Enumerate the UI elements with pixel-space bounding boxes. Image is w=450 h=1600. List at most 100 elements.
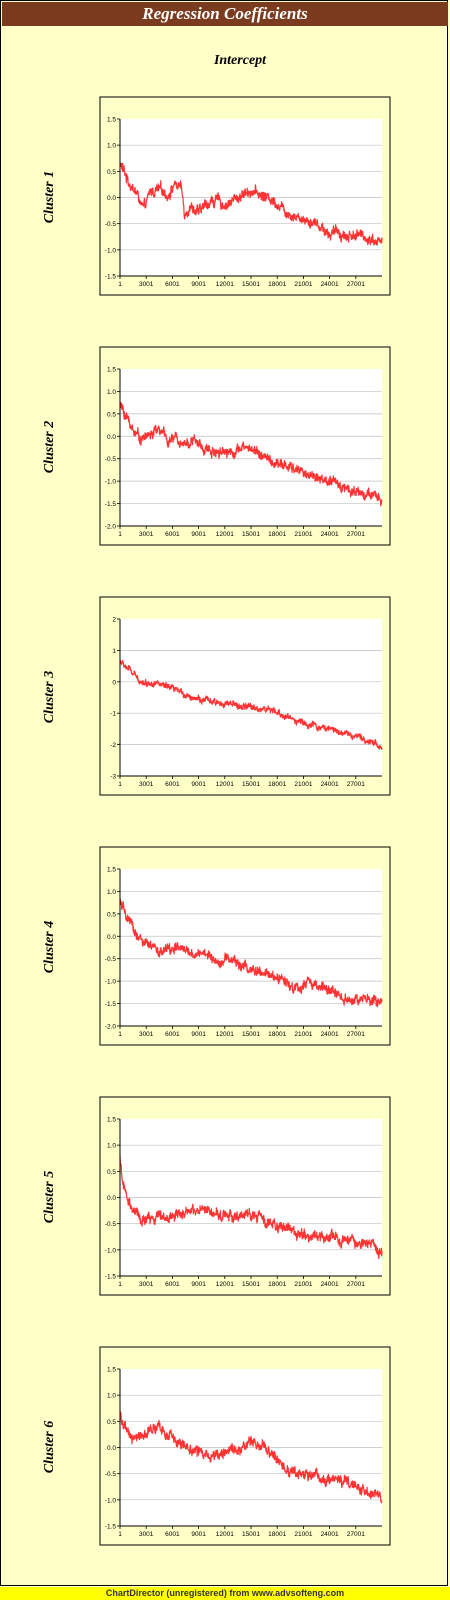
y-tick-label: -3 (110, 774, 116, 781)
x-tick-label: 6001 (165, 531, 180, 538)
y-tick-label: -0.5 (105, 1471, 117, 1478)
y-tick-label: -0.5 (105, 221, 117, 228)
x-tick-label: 15001 (242, 281, 260, 288)
x-tick-label: 1 (118, 1281, 122, 1288)
chart-panel: 1.5 1.0 0.5 0.0 -0.5 -1.0 -1.5 -2.01 3001 6001 900… (100, 847, 390, 1045)
x-tick-label: 3001 (139, 1531, 154, 1538)
chart-panel: 1.5 1.0 0.5 0.0 -0.5 -1.0 -1.5 -2.01 3001 6001 900… (100, 347, 390, 545)
plot-area (120, 619, 382, 776)
y-tick-label: 1.5 (107, 1117, 116, 1124)
y-tick-label: 2 (112, 617, 116, 624)
x-tick-label: 1 (118, 281, 122, 288)
y-tick-label: -1 (110, 711, 116, 718)
x-tick-label: 18001 (268, 781, 286, 788)
x-tick-label: 15001 (242, 1281, 260, 1288)
chart-panel: 1.5 1.0 0.5 0.0 -0.5 -1.0 -1.51 3001 6001 9001 120… (100, 97, 390, 295)
y-tick-label: 1.0 (107, 1143, 116, 1150)
y-tick-label: -1.0 (105, 1247, 117, 1254)
footer-bar: ChartDirector (unregistered) from www.ad… (0, 1587, 450, 1600)
y-tick-label: 0.5 (107, 169, 116, 176)
y-tick-label: 0.0 (107, 434, 116, 441)
x-tick-label: 27001 (347, 531, 365, 538)
x-tick-label: 15001 (242, 781, 260, 788)
y-tick-label: -1.5 (105, 501, 117, 508)
x-tick-label: 24001 (321, 531, 339, 538)
y-tick-label: -1.0 (105, 979, 117, 986)
y-tick-label: 0.0 (107, 1445, 116, 1452)
x-tick-label: 3001 (139, 531, 154, 538)
x-tick-label: 9001 (191, 1031, 206, 1038)
y-tick-label: -0.5 (105, 456, 117, 463)
x-tick-label: 12001 (216, 781, 234, 788)
x-tick-label: 18001 (268, 1281, 286, 1288)
x-tick-label: 12001 (216, 1031, 234, 1038)
x-tick-label: 21001 (294, 1531, 312, 1538)
x-tick-label: 1 (118, 781, 122, 788)
x-tick-label: 27001 (347, 1531, 365, 1538)
x-tick-label: 18001 (268, 281, 286, 288)
y-tick-label: 0.5 (107, 1169, 116, 1176)
y-tick-label: -1.5 (105, 1274, 117, 1281)
y-tick-label: 1.5 (107, 867, 116, 874)
x-tick-label: 24001 (321, 1531, 339, 1538)
y-tick-label: 0.5 (107, 411, 116, 418)
x-tick-label: 15001 (242, 531, 260, 538)
y-tick-label: 1.0 (107, 143, 116, 150)
x-tick-label: 6001 (165, 781, 180, 788)
x-tick-label: 12001 (216, 281, 234, 288)
y-tick-label: 0.0 (107, 934, 116, 941)
x-tick-label: 24001 (321, 281, 339, 288)
x-tick-label: 21001 (294, 781, 312, 788)
x-tick-label: 15001 (242, 1031, 260, 1038)
x-tick-label: 6001 (165, 281, 180, 288)
x-tick-label: 18001 (268, 531, 286, 538)
x-tick-label: 9001 (191, 1531, 206, 1538)
y-tick-label: 0.0 (107, 195, 116, 202)
y-tick-label: 1.0 (107, 1393, 116, 1400)
y-tick-label: -1.5 (105, 1524, 117, 1531)
x-tick-label: 9001 (191, 781, 206, 788)
x-tick-label: 12001 (216, 531, 234, 538)
y-tick-label: 1.0 (107, 389, 116, 396)
y-tick-label: -0.5 (105, 956, 117, 963)
x-tick-label: 24001 (321, 1281, 339, 1288)
x-tick-label: 24001 (321, 781, 339, 788)
y-tick-label: 1.0 (107, 889, 116, 896)
x-tick-label: 1 (118, 1031, 122, 1038)
y-tick-label: 1 (112, 648, 116, 655)
y-tick-label: 1.5 (107, 117, 116, 124)
x-tick-label: 3001 (139, 281, 154, 288)
plot-area (120, 869, 382, 1026)
x-tick-label: 3001 (139, 1031, 154, 1038)
y-tick-label: -1.0 (105, 1497, 117, 1504)
x-tick-label: 6001 (165, 1281, 180, 1288)
x-tick-label: 21001 (294, 1281, 312, 1288)
y-tick-label: -2.0 (105, 524, 117, 531)
chart-panel: 210-1-2-31 3001 6001 9001 12001 15001 18001 210… (100, 597, 390, 795)
y-tick-label: 0.5 (107, 911, 116, 918)
x-tick-label: 15001 (242, 1531, 260, 1538)
x-tick-label: 21001 (294, 281, 312, 288)
y-tick-label: 0.5 (107, 1419, 116, 1426)
x-tick-label: 6001 (165, 1031, 180, 1038)
x-tick-label: 3001 (139, 781, 154, 788)
y-tick-label: -1.0 (105, 247, 117, 254)
y-tick-label: -0.5 (105, 1221, 117, 1228)
x-tick-label: 12001 (216, 1281, 234, 1288)
y-tick-label: -1.0 (105, 479, 117, 486)
x-tick-label: 18001 (268, 1031, 286, 1038)
x-tick-label: 27001 (347, 1281, 365, 1288)
y-tick-label: 1.5 (107, 367, 116, 374)
chart-panel: 1.5 1.0 0.5 0.0 -0.5 -1.0 -1.51 3001 6001 9001 120… (100, 1097, 390, 1295)
x-tick-label: 27001 (347, 281, 365, 288)
x-tick-label: 18001 (268, 1531, 286, 1538)
chart-panel: 1.5 1.0 0.5 0.0 -0.5 -1.0 -1.51 3001 6001 9001 120… (100, 1347, 390, 1545)
y-tick-label: -1.5 (105, 274, 117, 281)
y-tick-label: 0 (112, 679, 116, 686)
x-tick-label: 1 (118, 1531, 122, 1538)
x-tick-label: 21001 (294, 1031, 312, 1038)
footer-credit: ChartDirector (unregistered) from www.ad… (0, 1587, 450, 1600)
x-tick-label: 24001 (321, 1031, 339, 1038)
x-tick-label: 9001 (191, 1281, 206, 1288)
